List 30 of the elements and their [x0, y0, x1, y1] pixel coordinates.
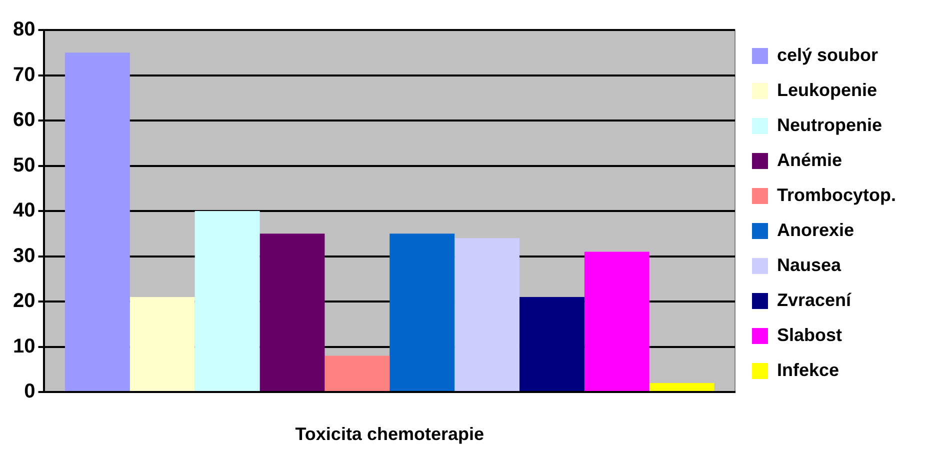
y-tick-label: 20	[12, 290, 36, 312]
y-tick-label: 60	[12, 109, 36, 132]
legend-label: Neutropenie	[776, 114, 882, 135]
legend-label: Anémie	[776, 150, 842, 170]
bar	[390, 234, 455, 391]
y-tick-label: 80	[12, 18, 36, 41]
bar	[260, 234, 325, 391]
legend-label: Infekce	[776, 360, 840, 380]
legend-label: celý soubor	[776, 44, 878, 65]
y-tick-label: 10	[12, 335, 36, 358]
legend-label: Trombocytop.	[776, 184, 896, 205]
bar	[519, 296, 584, 391]
bar	[130, 296, 195, 391]
bar	[584, 252, 650, 391]
y-tick-label: 70	[12, 64, 36, 86]
bar	[649, 382, 714, 391]
bar	[194, 211, 260, 391]
legend-label: Slabost	[776, 324, 842, 345]
legend-label: Leukopenie	[776, 80, 878, 100]
bar	[454, 238, 520, 391]
y-tick-label: 30	[12, 244, 36, 267]
bar	[324, 356, 390, 391]
y-tick-label: 40	[12, 200, 36, 222]
y-tick-label: 0	[24, 380, 36, 403]
x-axis-title: Toxicita chemoterapie	[295, 424, 484, 444]
bar	[64, 52, 130, 391]
legend-label: Anorexie	[776, 220, 854, 240]
legend-label: Zvracení	[776, 290, 852, 310]
legend-label: Nausea	[776, 254, 842, 275]
y-tick-label: 50	[12, 154, 36, 176]
